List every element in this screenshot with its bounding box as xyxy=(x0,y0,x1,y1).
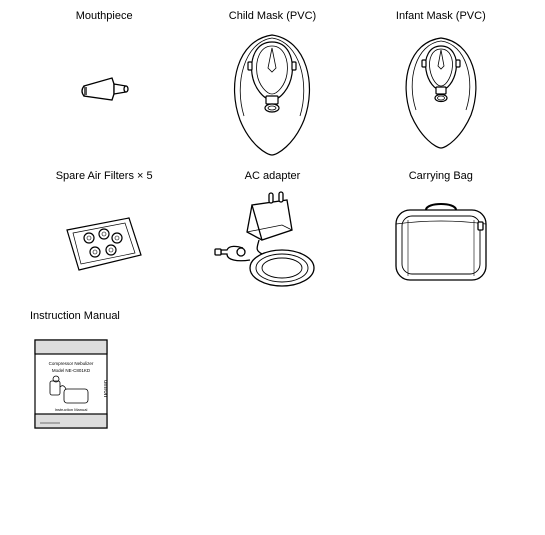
accessories-grid: Mouthpiece Child Mask (PVC) xyxy=(0,0,545,440)
manual-line1: Compressor Nebulizer xyxy=(49,361,94,366)
manual-brand-text: omron xyxy=(102,380,108,397)
item-bag: Carrying Bag xyxy=(357,170,525,300)
illus-child-mask xyxy=(197,30,347,160)
item-filters: Spare Air Filters × 5 xyxy=(20,170,188,300)
item-manual: Instruction Manual omron Compressor Nebu… xyxy=(20,310,188,440)
illus-mouthpiece xyxy=(29,30,179,160)
item-child-mask: Child Mask (PVC) xyxy=(188,10,356,160)
illus-ac-adapter xyxy=(197,190,347,300)
label-manual: Instruction Manual xyxy=(30,310,120,324)
item-infant-mask: Infant Mask (PVC) xyxy=(357,10,525,160)
illus-bag xyxy=(366,190,516,300)
label-bag: Carrying Bag xyxy=(409,170,473,184)
item-mouthpiece: Mouthpiece xyxy=(20,10,188,160)
label-child-mask: Child Mask (PVC) xyxy=(229,10,316,24)
label-infant-mask: Infant Mask (PVC) xyxy=(396,10,486,24)
manual-line2: Model NE-C801KD xyxy=(52,368,91,373)
manual-footer: Instruction Manual xyxy=(55,407,88,412)
illus-infant-mask xyxy=(366,30,516,160)
illus-filters xyxy=(29,190,179,300)
item-ac-adapter: AC adapter xyxy=(188,170,356,300)
label-ac-adapter: AC adapter xyxy=(245,170,301,184)
label-filters: Spare Air Filters × 5 xyxy=(56,170,153,184)
illus-manual: omron Compressor Nebulizer Model NE-C801… xyxy=(30,330,180,440)
label-mouthpiece: Mouthpiece xyxy=(76,10,133,24)
